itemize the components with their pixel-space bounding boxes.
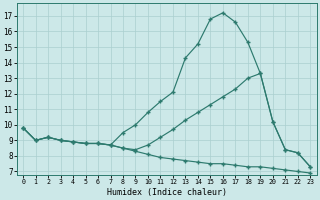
X-axis label: Humidex (Indice chaleur): Humidex (Indice chaleur) [107,188,227,197]
